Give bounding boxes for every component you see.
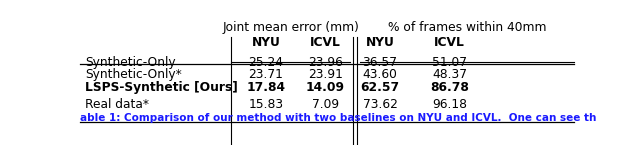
Text: 43.60: 43.60: [363, 68, 397, 81]
Text: LSPS-Synthetic [Ours]: LSPS-Synthetic [Ours]: [85, 81, 237, 94]
Text: 62.57: 62.57: [360, 81, 399, 94]
Text: 17.84: 17.84: [246, 81, 285, 94]
Text: 23.71: 23.71: [248, 68, 284, 81]
Text: Real data*: Real data*: [85, 98, 149, 111]
Text: NYU: NYU: [365, 36, 394, 49]
Text: 73.62: 73.62: [363, 98, 397, 111]
Text: 14.09: 14.09: [306, 81, 345, 94]
Text: 96.18: 96.18: [432, 98, 467, 111]
Text: 23.96: 23.96: [308, 56, 343, 69]
Text: Synthetic-Only*: Synthetic-Only*: [85, 68, 182, 81]
Text: 36.57: 36.57: [363, 56, 397, 69]
Text: 7.09: 7.09: [312, 98, 339, 111]
Text: 25.24: 25.24: [248, 56, 284, 69]
Text: 86.78: 86.78: [430, 81, 469, 94]
Text: Joint mean error (mm): Joint mean error (mm): [222, 21, 359, 34]
Text: ICVL: ICVL: [434, 36, 465, 49]
Text: ICVL: ICVL: [310, 36, 341, 49]
Text: 15.83: 15.83: [248, 98, 284, 111]
Text: 23.91: 23.91: [308, 68, 343, 81]
Text: NYU: NYU: [252, 36, 280, 49]
Text: % of frames within 40mm: % of frames within 40mm: [388, 21, 546, 34]
Text: able 1: Comparison of our method with two baselines on NYU and ICVL.  One can se: able 1: Comparison of our method with tw…: [80, 113, 596, 123]
Text: 51.07: 51.07: [432, 56, 467, 69]
Text: 48.37: 48.37: [432, 68, 467, 81]
Text: Synthetic-Only: Synthetic-Only: [85, 56, 175, 69]
